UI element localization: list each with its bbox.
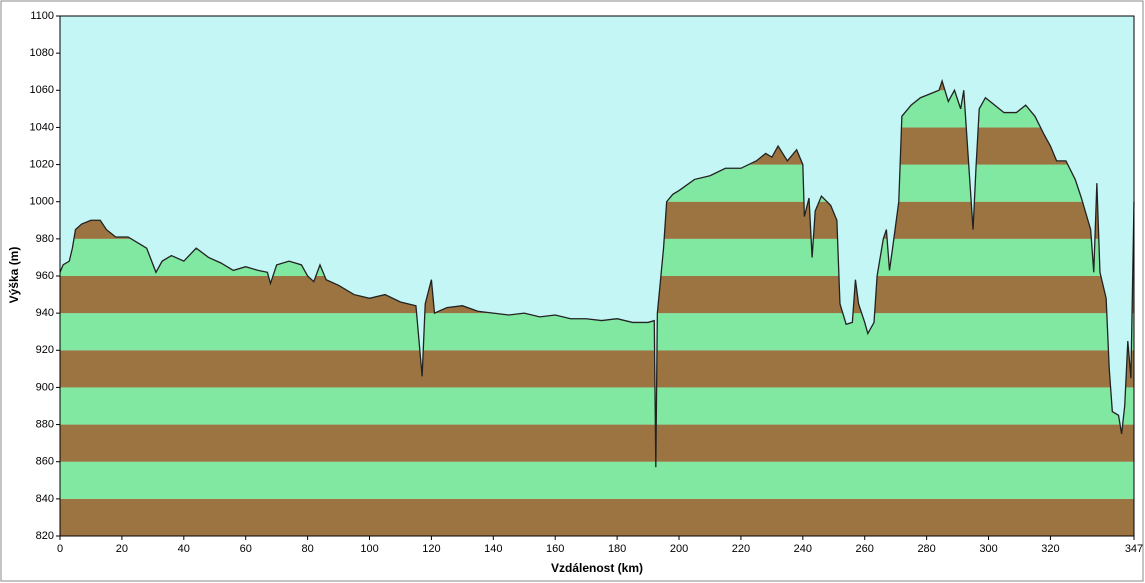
x-tick-label: 260 [856,543,874,555]
y-tick-label: 980 [36,233,54,245]
x-tick-label: 300 [979,543,997,555]
band [60,461,1134,499]
band [60,424,1134,462]
y-tick-label: 820 [36,530,54,542]
y-tick-label: 940 [36,307,54,319]
x-tick-label: 200 [670,543,688,555]
x-tick-label: 280 [917,543,935,555]
x-tick-label: 220 [732,543,750,555]
band [60,498,1134,536]
x-tick-label: 320 [1041,543,1059,555]
y-tick-label: 1100 [30,10,54,22]
x-tick-label: 160 [546,543,564,555]
band [60,350,1134,388]
x-tick-label: 80 [301,543,313,555]
y-tick-label: 1020 [30,158,54,170]
x-tick-label: 240 [794,543,812,555]
y-tick-label: 880 [36,418,54,430]
y-tick-label: 1040 [30,121,54,133]
x-tick-label: 180 [608,543,626,555]
y-tick-label: 1060 [30,84,54,96]
x-tick-label: 60 [240,543,252,555]
x-tick-label: 20 [116,543,128,555]
y-tick-label: 900 [36,381,54,393]
profile-line [59,78,1135,468]
y-tick-label: 960 [36,270,54,282]
y-tick-label: 860 [36,456,54,468]
band [60,387,1134,425]
y-tick-label: 840 [36,493,54,505]
x-tick-label: 0 [57,543,63,555]
x-tick-label: 140 [484,543,502,555]
x-tick-label: 100 [360,543,378,555]
y-axis-label: Výška (m) [7,247,21,304]
x-tick-label: 120 [422,543,440,555]
x-tick-label: 347 [1125,543,1143,555]
y-tick-label: 920 [36,344,54,356]
x-axis-label: Vzdálenost (km) [551,561,643,575]
y-tick-label: 1080 [30,47,54,59]
x-tick-label: 40 [178,543,190,555]
y-tick-label: 1000 [30,196,54,208]
